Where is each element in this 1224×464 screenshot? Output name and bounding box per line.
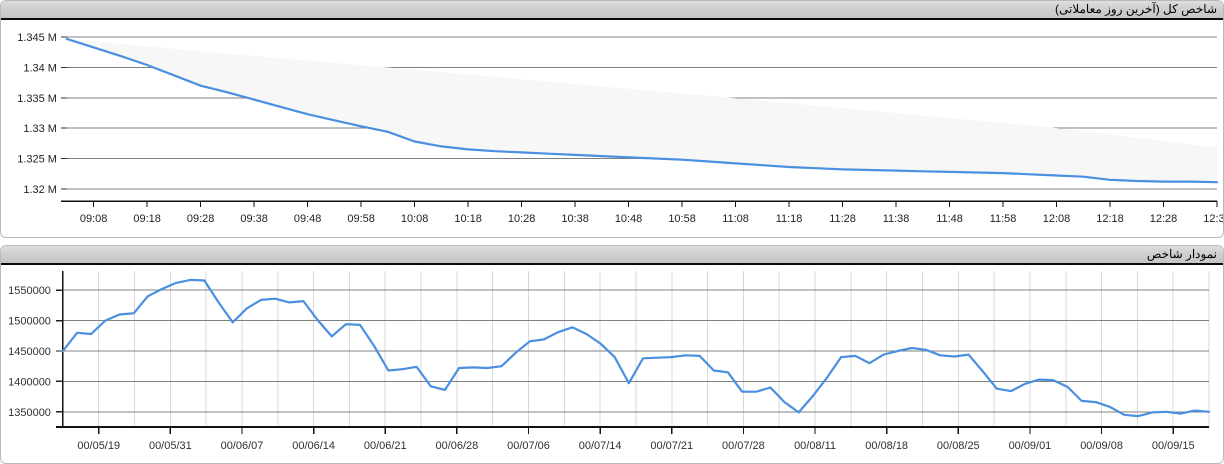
x-axis-tick-label: 09:58	[347, 213, 374, 225]
x-axis-tick-label: 09:38	[240, 213, 267, 225]
x-axis-tick-label: 00/07/28	[722, 440, 765, 452]
x-axis-tick-label: 00/07/21	[650, 440, 693, 452]
x-axis-tick-label: 11:48	[936, 213, 963, 225]
x-axis-tick-label: 00/06/07	[221, 440, 264, 452]
x-axis-tick-label: 10:58	[668, 213, 695, 225]
index-history-panel: نمودار شاخص 1550000 1500000 1450000 1400000…	[0, 245, 1224, 464]
y-axis-tick-label: 1350000	[8, 407, 51, 419]
y-axis-tick-label: 1.32 M	[23, 184, 57, 196]
x-axis-tick-label: 00/08/25	[937, 440, 980, 452]
x-axis-tick-label: 11:38	[883, 213, 910, 225]
index-range-band	[66, 38, 1218, 183]
x-axis-tick-label: 09:48	[294, 213, 321, 225]
x-axis-tick-label: 00/09/08	[1080, 440, 1123, 452]
x-axis-tick-label: 12:18	[1096, 213, 1123, 225]
x-axis-tick-label: 09:18	[133, 213, 160, 225]
x-axis-tick-label: 11:18	[776, 213, 803, 225]
x-axis-tick-label: 11:28	[829, 213, 856, 225]
intraday-index-chart-svg: 1.345 M 1.34 M 1.335 M 1.33 M 1.325 M 1.32 M 0…	[17, 32, 1223, 225]
x-axis-tick-label: 00/07/14	[579, 440, 622, 452]
y-axis-tick-label: 1500000	[8, 316, 51, 328]
y-axis-tick-label: 1.345 M	[17, 32, 57, 44]
x-axis-tick-label: 00/05/19	[77, 440, 120, 452]
x-axis-tick-label: 10:28	[508, 213, 535, 225]
x-axis-tick-label: 12:38	[1203, 213, 1223, 225]
x-axis-tick-label: 00/08/18	[865, 440, 908, 452]
index-history-line-series	[61, 278, 1211, 418]
x-axis-tick-label: 10:48	[615, 213, 642, 225]
x-axis-tick-label: 00/06/21	[364, 440, 407, 452]
historical-index-chart-svg: 1550000 1500000 1450000 1400000 1350000 00/05…	[8, 271, 1211, 452]
x-axis-tick-label: 10:18	[454, 213, 481, 225]
panel-header-top: شاخص کل (آخرین روز معاملاتی)	[1, 1, 1223, 20]
x-axis-tick-label: 00/06/14	[292, 440, 335, 452]
x-axis-tick-label: 12:08	[1043, 213, 1070, 225]
y-axis-tick-label: 1550000	[8, 285, 51, 297]
x-axis-tick-label: 00/06/28	[436, 440, 479, 452]
panel-title-bottom: نمودار شاخص	[1146, 247, 1217, 261]
x-axis-tick-label: 12:28	[1150, 213, 1177, 225]
x-axis-tick-label: 10:38	[561, 213, 588, 225]
historical-index-chart: 1550000 1500000 1450000 1400000 1350000 00/05…	[1, 265, 1223, 463]
x-axis-tick-label: 00/08/11	[794, 440, 836, 452]
x-axis-tick-label: 00/09/15	[1152, 440, 1195, 452]
x-axis-tick-label: 09:08	[80, 213, 107, 225]
y-axis-tick-label: 1.33 M	[23, 123, 57, 135]
intraday-index-chart: 1.345 M 1.34 M 1.335 M 1.33 M 1.325 M 1.32 M 0…	[1, 20, 1223, 237]
index-last-trading-day-panel: شاخص کل (آخرین روز معاملاتی) 1.345 M 1.34…	[0, 0, 1224, 238]
x-axis-tick-label: 09:28	[187, 213, 214, 225]
y-axis-tick-label: 1.34 M	[23, 62, 57, 74]
panel-header-bottom: نمودار شاخص	[1, 246, 1223, 265]
panel-title-top: شاخص کل (آخرین روز معاملاتی)	[1055, 2, 1217, 16]
x-axis-tick-label: 00/07/06	[507, 440, 550, 452]
x-axis-tick-label: 00/09/01	[1009, 440, 1052, 452]
x-axis-tick-label: 10:08	[401, 213, 428, 225]
y-axis-tick-label: 1.325 M	[17, 154, 57, 166]
y-axis-tick-label: 1.335 M	[17, 93, 57, 105]
y-axis-tick-label: 1450000	[8, 346, 51, 358]
y-axis-tick-label: 1400000	[8, 376, 51, 388]
index-line-series	[65, 37, 1219, 184]
x-axis-tick-label: 11:08	[722, 213, 749, 225]
x-axis-tick-label: 00/05/31	[149, 440, 192, 452]
x-axis-tick-label: 11:58	[990, 213, 1017, 225]
